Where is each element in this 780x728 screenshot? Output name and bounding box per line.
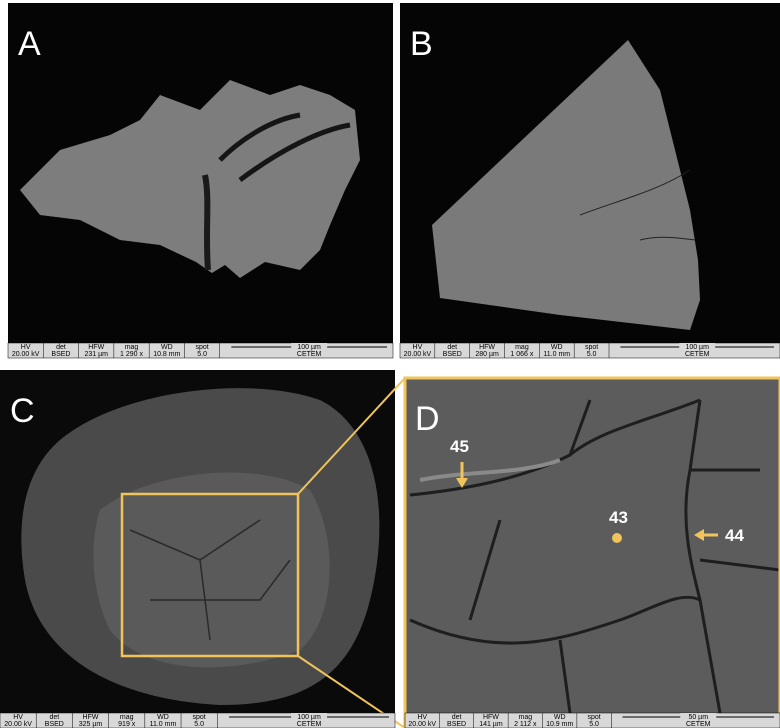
info-header: mag	[120, 714, 134, 721]
facility: CETEM	[297, 721, 322, 728]
info-value: 20.00 kV	[4, 721, 32, 728]
info-value: 2 112 x	[514, 721, 537, 728]
facility: CETEM	[686, 721, 711, 728]
info-header: WD	[157, 714, 169, 721]
info-header: spot	[585, 344, 598, 351]
info-value: 141 µm	[479, 721, 503, 728]
info-header: spot	[587, 714, 600, 721]
info-header: HV	[21, 344, 31, 351]
info-header: spot	[193, 714, 206, 721]
grain-core	[93, 473, 329, 668]
info-value: 20.00 kV	[404, 351, 432, 358]
info-header: HV	[413, 344, 423, 351]
info-header: det	[56, 344, 66, 351]
info-header: mag	[519, 714, 533, 721]
info-header: HFW	[88, 344, 104, 351]
info-header: WD	[554, 714, 566, 721]
info-value: BSED	[51, 351, 70, 358]
scale-label: 50 µm	[688, 714, 708, 721]
info-header: mag	[125, 344, 139, 351]
annotation: 44	[725, 526, 744, 545]
info-value: 20.00 kV	[12, 351, 40, 358]
info-value: 20.00 kV	[408, 721, 436, 728]
info-header: HFW	[83, 714, 99, 721]
facility: CETEM	[685, 351, 710, 358]
facility: CETEM	[297, 351, 322, 358]
info-header: HFW	[479, 344, 495, 351]
info-header: WD	[551, 344, 563, 351]
info-value: BSED	[45, 721, 64, 728]
info-header: WD	[161, 344, 173, 351]
annotation: 43	[609, 508, 628, 527]
info-value: 11.0 mm	[150, 721, 177, 728]
info-value: 1 290 x	[120, 351, 143, 358]
info-value: 231 µm	[84, 351, 108, 358]
info-header: det	[452, 714, 462, 721]
annotation: 45	[450, 437, 469, 456]
info-header: HFW	[483, 714, 499, 721]
info-header: HV	[417, 714, 427, 721]
info-value: 5.0	[194, 721, 204, 728]
info-value: 11.0 mm	[543, 351, 570, 358]
info-header: det	[49, 714, 59, 721]
panel-d-image	[405, 378, 780, 713]
info-value: 919 x	[118, 721, 136, 728]
crack	[205, 175, 208, 270]
info-value: BSED	[447, 721, 466, 728]
info-value: 325 µm	[79, 721, 103, 728]
info-value: 10.8 mm	[153, 351, 180, 358]
panel-letter: D	[415, 400, 440, 438]
info-value: 10.9 mm	[546, 721, 573, 728]
scale-label: 100 µm	[297, 344, 321, 351]
panel-letter: A	[18, 25, 41, 63]
scale-label: 100 µm	[685, 344, 709, 351]
figure: 45 43 44 AHV20.00 kVdetBSEDHFW231 µmmag1…	[0, 0, 780, 728]
info-header: mag	[515, 344, 529, 351]
info-value: 280 µm	[475, 351, 499, 358]
info-value: BSED	[443, 351, 462, 358]
info-header: HV	[13, 714, 23, 721]
scale-label: 100 µm	[297, 714, 321, 721]
panel-letter: B	[410, 25, 433, 63]
info-header: spot	[195, 344, 208, 351]
info-value: 1 066 x	[510, 351, 533, 358]
info-value: 5.0	[197, 351, 207, 358]
info-header: det	[447, 344, 457, 351]
spot-marker	[612, 533, 622, 543]
info-value: 5.0	[587, 351, 597, 358]
info-value: 5.0	[589, 721, 599, 728]
panel-letter: C	[10, 392, 35, 430]
